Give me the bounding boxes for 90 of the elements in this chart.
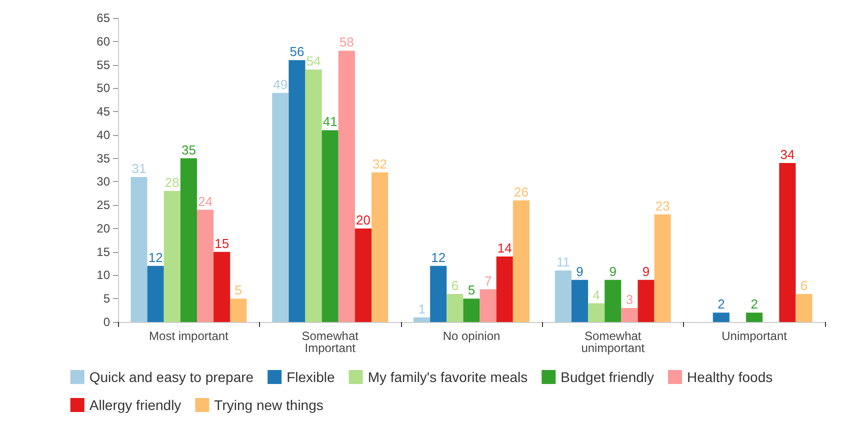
y-tick-label: 55 <box>96 58 110 72</box>
data-label: 54 <box>306 53 321 68</box>
data-label: 34 <box>780 146 795 162</box>
legend-label: Quick and easy to prepare <box>89 369 254 385</box>
y-tick-label: 0 <box>103 315 110 329</box>
legend-label: My family's favorite meals <box>368 369 528 385</box>
data-label: 2 <box>750 296 758 312</box>
bar <box>604 280 622 322</box>
bar <box>147 266 164 322</box>
bar <box>354 228 372 322</box>
data-label: 11 <box>556 254 570 270</box>
data-label: 1 <box>418 301 426 316</box>
y-tick-label: 25 <box>96 198 110 212</box>
y-tick-label: 50 <box>96 81 110 96</box>
y-tick-label: 5 <box>103 292 110 306</box>
data-label: 4 <box>592 287 600 302</box>
data-label: 32 <box>372 156 388 172</box>
legend-label: Allergy friendly <box>89 397 182 413</box>
bar <box>779 162 796 322</box>
x-tick-label: No opinion <box>442 329 500 343</box>
bar <box>588 303 605 322</box>
legend-label: Budget friendly <box>560 369 654 385</box>
x-tick-label: Unimportant <box>722 329 788 343</box>
y-tick-label: 45 <box>96 104 110 119</box>
bar <box>463 298 480 322</box>
legend-label: Flexible <box>286 369 336 385</box>
data-label: 9 <box>576 264 584 279</box>
y-tick-label: 30 <box>96 174 110 189</box>
bar <box>480 289 496 322</box>
data-label: 26 <box>514 184 528 200</box>
y-tick-label: 15 <box>96 244 110 259</box>
bar <box>496 256 513 322</box>
bar <box>322 130 338 322</box>
data-label: 12 <box>148 250 163 265</box>
data-label: 23 <box>655 198 670 214</box>
data-label: 6 <box>800 278 808 293</box>
y-tick-label: 35 <box>96 151 110 166</box>
bar <box>414 317 430 322</box>
y-tick-label: 20 <box>96 221 110 236</box>
y-tick-label: 65 <box>96 11 110 25</box>
data-label: 49 <box>273 76 288 92</box>
bar <box>164 191 180 322</box>
data-label: 14 <box>497 240 512 256</box>
bar <box>214 252 230 322</box>
data-label: 3 <box>626 292 634 307</box>
y-tick-label: 60 <box>96 34 110 48</box>
data-label: 2 <box>718 296 725 312</box>
data-label: 28 <box>164 175 180 190</box>
data-label: 56 <box>290 44 304 60</box>
bar <box>554 270 572 322</box>
data-label: 9 <box>609 264 617 279</box>
bar <box>712 312 730 322</box>
bar <box>372 172 388 322</box>
data-label: 20 <box>356 212 370 228</box>
bar <box>571 280 588 322</box>
data-label: 35 <box>181 142 196 158</box>
x-tick-label: Most important <box>149 329 230 343</box>
data-label: 9 <box>642 264 650 279</box>
bar <box>654 214 671 322</box>
data-label: 12 <box>431 250 446 265</box>
bar <box>272 92 289 322</box>
y-tick-label: 40 <box>96 128 110 142</box>
data-label: 5 <box>234 282 242 298</box>
data-label: 7 <box>484 273 492 288</box>
bar <box>796 294 812 322</box>
bar <box>288 60 306 322</box>
data-label: 31 <box>132 161 146 176</box>
data-label: 24 <box>198 194 212 209</box>
bar <box>305 69 322 322</box>
data-label: 58 <box>339 34 354 50</box>
bar <box>196 210 214 322</box>
bar <box>512 200 530 322</box>
bar <box>130 177 148 322</box>
bar <box>230 298 247 322</box>
data-label: 6 <box>451 278 459 293</box>
bar <box>446 294 464 322</box>
x-tick-label: Somewhat unimportant <box>581 329 646 355</box>
bar <box>746 312 763 322</box>
bar <box>430 266 447 322</box>
data-label: 41 <box>322 114 338 130</box>
x-tick-label: Somewhat Important <box>302 329 360 355</box>
data-label: 15 <box>214 236 230 251</box>
data-label: 5 <box>468 282 476 298</box>
bar <box>638 280 654 322</box>
bar <box>621 308 638 322</box>
legend-label: Healthy foods <box>687 369 773 385</box>
legend-label: Trying new things <box>214 397 324 413</box>
bar <box>338 50 355 322</box>
bar <box>180 158 197 322</box>
y-tick-label: 10 <box>96 268 110 282</box>
